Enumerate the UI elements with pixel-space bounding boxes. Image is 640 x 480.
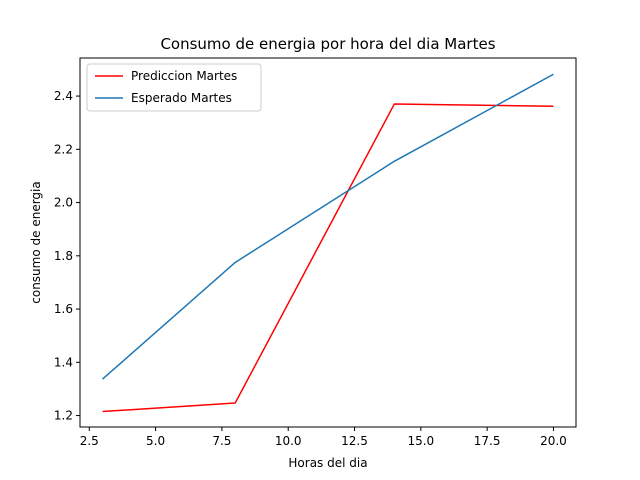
y-axis-label: consumo de energia	[29, 181, 43, 303]
plot-frame	[79, 57, 577, 428]
plot-area	[79, 57, 577, 428]
series-layer	[102, 73, 554, 413]
y-axis: 1.2 1.4 1.6 1.8 2.0 2.2 2.4	[54, 89, 80, 423]
x-tick-label: 7.5	[212, 434, 231, 448]
x-axis-label: Horas del dia	[288, 456, 367, 470]
legend-box	[86, 63, 262, 112]
plot-background	[80, 58, 576, 427]
x-tick-label: 17.5	[474, 434, 501, 448]
x-tick-label: 12.5	[341, 434, 368, 448]
y-tick-label: 1.2	[54, 409, 73, 423]
y-tick-label: 2.0	[54, 196, 73, 210]
y-tick-label: 1.6	[54, 302, 73, 316]
x-tick-label: 15.0	[407, 434, 434, 448]
legend-label-prediccion: Prediccion Martes	[131, 69, 237, 83]
chart-title: Consumo de energia por hora del dia Mart…	[160, 35, 495, 53]
legend: Prediccion Martes Esperado Martes	[86, 63, 262, 112]
x-tick-label: 10.0	[275, 434, 302, 448]
y-tick-label: 1.8	[54, 249, 73, 263]
y-tick-label: 1.4	[54, 355, 73, 369]
x-axis: 2.5 5.0 7.5 10.0 12.5 15.0 17.5 20.0	[80, 427, 567, 448]
y-tick-label: 2.4	[54, 89, 73, 103]
legend-label-esperado: Esperado Martes	[131, 91, 232, 105]
x-tick-label: 20.0	[540, 434, 567, 448]
series-line-prediccion	[102, 103, 554, 413]
y-tick-label: 2.2	[54, 142, 73, 156]
x-tick-label: 2.5	[80, 434, 99, 448]
x-tick-label: 5.0	[146, 434, 165, 448]
series-line-esperado	[102, 73, 554, 380]
